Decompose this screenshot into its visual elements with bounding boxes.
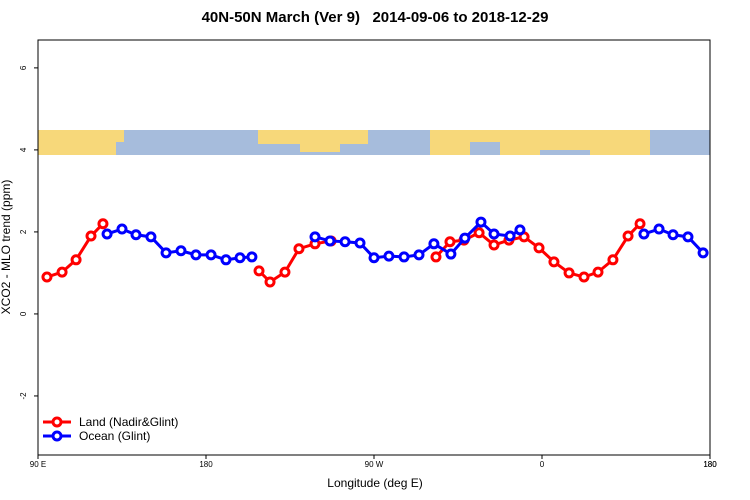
data-point [205,249,217,261]
data-point [682,231,694,243]
data-point [41,271,53,283]
data-point [116,223,128,235]
y-axis-label: XCO2 - MLO trend (ppm) [0,180,13,315]
data-point [56,266,68,278]
data-point [279,266,291,278]
data-point [398,251,410,263]
legend-label: Land (Nadir&Glint) [79,415,178,429]
y-tick-label: -2 [19,392,28,400]
data-point [234,252,246,264]
data-point [354,237,366,249]
chart-title: 40N-50N March (Ver 9) 2014-09-06 to 2018… [202,9,549,26]
data-point [578,271,590,283]
y-tick-label: 4 [19,147,28,152]
x-tick-label: 180 [199,460,213,469]
data-point [101,228,113,240]
plot-frame [37,39,711,456]
data-point [368,252,380,264]
data-point [264,276,276,288]
map-strip [38,130,710,155]
data-point [130,229,142,241]
data-point [430,251,442,263]
x-tick-label: 0 [540,460,545,469]
data-point [246,251,258,263]
data-point [653,223,665,235]
data-point [634,218,646,230]
data-point [622,230,634,242]
y-tick-label: 6 [19,65,28,70]
data-point [592,266,604,278]
data-point [563,267,575,279]
x-tick-label: 90 E [30,460,46,469]
data-point [444,236,456,248]
x-axis-label: Longitude (deg E) [327,476,422,490]
data-point [220,254,232,266]
data-point [475,216,487,228]
data-point [488,228,500,240]
data-point [504,230,516,242]
data-point [383,250,395,262]
data-point [339,236,351,248]
data-point [667,229,679,241]
data-point [97,218,109,230]
data-point [309,231,321,243]
data-point [638,228,650,240]
data-point [324,235,336,247]
legend-marker [51,416,63,428]
data-point [607,254,619,266]
data-point [70,254,82,266]
y-tick-label: 0 [19,311,28,316]
data-point [175,245,187,257]
data-point [459,232,471,244]
data-point [145,231,157,243]
data-point [413,249,425,261]
x-tick-label: 180 [703,460,717,469]
legend-marker [51,430,63,442]
legend-label: Ocean (Glint) [79,429,150,443]
data-point [533,242,545,254]
data-point [514,224,526,236]
data-point [253,265,265,277]
x-tick-label: 90 W [365,460,384,469]
data-point [428,238,440,250]
data-point [697,247,709,259]
data-point [293,243,305,255]
data-point [473,227,485,239]
data-point [85,230,97,242]
data-point [548,256,560,268]
data-point [190,249,202,261]
x-tick-label: 180 [703,460,717,469]
data-point [488,239,500,251]
data-point [160,247,172,259]
y-tick-label: 2 [19,229,28,234]
data-point [445,248,457,260]
